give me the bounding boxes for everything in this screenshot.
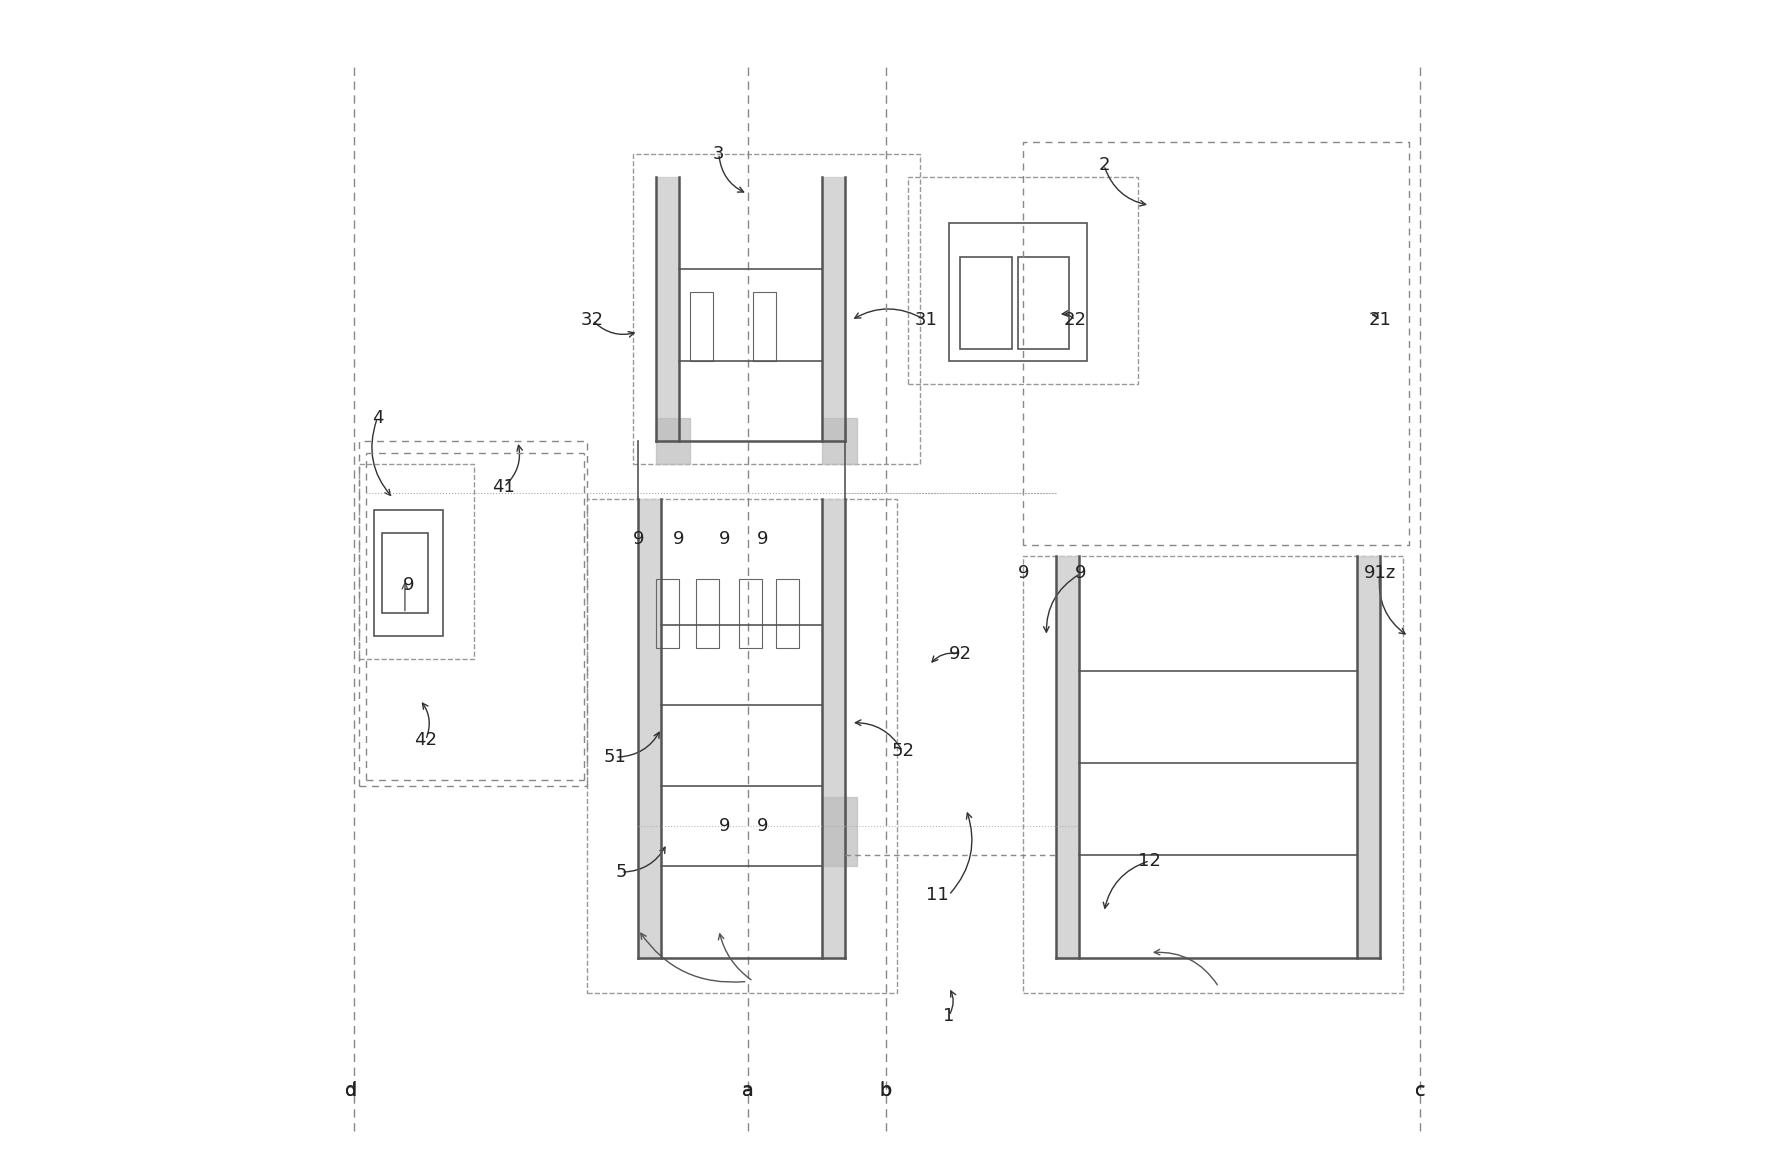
Bar	[909, 177, 1139, 383]
FancyArrowPatch shape	[1380, 576, 1404, 633]
FancyArrowPatch shape	[1103, 862, 1148, 908]
Text: 9: 9	[673, 529, 684, 548]
Text: 9: 9	[719, 529, 730, 548]
Text: 2: 2	[1098, 156, 1110, 174]
Bar	[586, 499, 896, 992]
FancyArrowPatch shape	[949, 991, 956, 1013]
Text: 9: 9	[756, 818, 769, 835]
FancyArrowPatch shape	[719, 156, 744, 192]
FancyArrowPatch shape	[618, 732, 659, 757]
Text: 1: 1	[942, 1006, 955, 1025]
FancyArrowPatch shape	[423, 703, 429, 738]
FancyArrowPatch shape	[507, 446, 522, 485]
Bar	[655, 579, 678, 648]
Bar	[632, 154, 919, 464]
Text: a: a	[742, 1082, 753, 1100]
Bar	[960, 257, 1011, 349]
FancyArrowPatch shape	[855, 309, 923, 318]
Text: a: a	[742, 1082, 753, 1100]
FancyArrowPatch shape	[932, 653, 958, 662]
FancyArrowPatch shape	[595, 322, 634, 337]
Text: 4: 4	[372, 409, 383, 427]
Text: d: d	[345, 1082, 358, 1100]
Text: b: b	[880, 1082, 891, 1100]
Text: c: c	[1415, 1082, 1426, 1100]
Bar	[1018, 257, 1070, 349]
Text: 9: 9	[402, 576, 414, 594]
Text: 9: 9	[1018, 564, 1029, 582]
Text: 9: 9	[632, 529, 645, 548]
Text: 91z: 91z	[1364, 564, 1396, 582]
Text: 3: 3	[714, 145, 724, 162]
Bar	[691, 292, 714, 360]
Bar	[374, 510, 443, 637]
Text: 42: 42	[414, 731, 437, 749]
FancyArrowPatch shape	[623, 848, 664, 872]
Text: 11: 11	[926, 886, 949, 904]
Text: 5: 5	[615, 863, 627, 881]
Bar	[1024, 556, 1403, 992]
Text: 9: 9	[756, 529, 769, 548]
Text: 9: 9	[1075, 564, 1087, 582]
Text: 9: 9	[719, 818, 730, 835]
FancyArrowPatch shape	[1105, 168, 1146, 206]
FancyArrowPatch shape	[951, 813, 972, 893]
FancyArrowPatch shape	[372, 420, 391, 496]
Text: 32: 32	[581, 312, 604, 329]
Bar	[753, 292, 776, 360]
Bar	[383, 533, 429, 614]
FancyArrowPatch shape	[1373, 313, 1378, 318]
FancyArrowPatch shape	[1063, 310, 1073, 318]
Bar	[696, 579, 719, 648]
Text: b: b	[880, 1082, 891, 1100]
FancyArrowPatch shape	[855, 720, 901, 749]
Text: c: c	[1415, 1082, 1426, 1100]
Text: 12: 12	[1139, 851, 1162, 870]
Bar	[949, 222, 1087, 360]
Text: 22: 22	[1064, 312, 1087, 329]
Text: 41: 41	[492, 478, 515, 496]
Text: 92: 92	[949, 645, 972, 662]
Text: 31: 31	[914, 312, 937, 329]
FancyArrowPatch shape	[1043, 574, 1079, 632]
Text: d: d	[345, 1082, 356, 1100]
Text: 52: 52	[891, 742, 914, 761]
Bar	[360, 464, 475, 659]
Bar	[740, 579, 763, 648]
Text: 21: 21	[1369, 312, 1392, 329]
Text: 51: 51	[604, 748, 627, 767]
Bar	[776, 579, 799, 648]
